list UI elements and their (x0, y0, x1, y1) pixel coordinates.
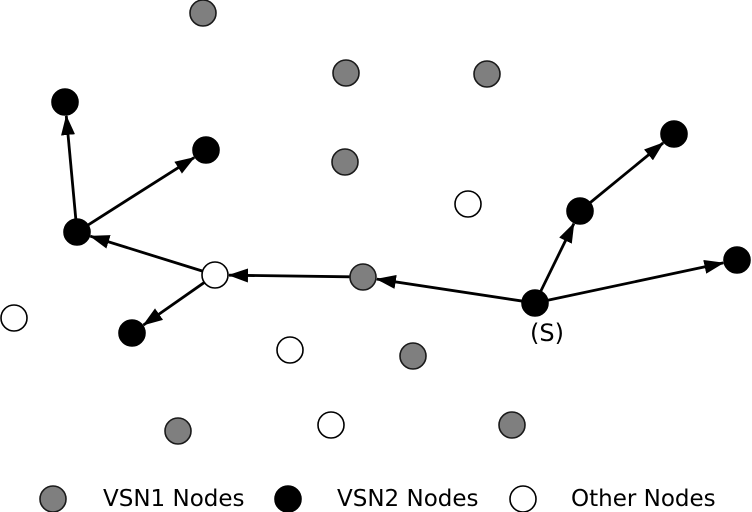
node-vsn2 (63, 218, 91, 246)
node-vsn1 (189, 0, 217, 27)
node-vsn1 (164, 417, 192, 445)
edge-arrow-b5-b3 (87, 156, 196, 227)
edge-arrow-bS-b4 (539, 222, 576, 292)
node-vsn2 (51, 88, 79, 116)
edge-arrow-b4-b2 (589, 141, 665, 204)
edge-arrow-b5-b1 (61, 114, 78, 220)
node-vsn1 (332, 59, 360, 87)
source-label: (S) (530, 319, 564, 347)
node-other (0, 304, 28, 332)
node-other (201, 261, 229, 289)
node-vsn2 (192, 136, 220, 164)
node-vsn2-source (521, 289, 549, 317)
node-vsn1 (331, 148, 359, 176)
edge-arrow-w2-b7 (142, 281, 206, 327)
legend: VSN1 Nodes VSN2 Nodes Other Nodes (39, 485, 716, 512)
legend-swatch-vsn2 (274, 485, 302, 512)
node-vsn1 (399, 342, 427, 370)
node-vsn1 (498, 411, 526, 439)
edge-arrow-bS-b6 (547, 260, 725, 302)
node-other (454, 190, 482, 218)
node-vsn2 (660, 120, 688, 148)
legend-label-vsn1: VSN1 Nodes (103, 486, 245, 512)
node-vsn2 (118, 319, 146, 347)
node-vsn2 (566, 197, 594, 225)
node-vsn1 (473, 60, 501, 88)
node-other (317, 411, 345, 439)
node-vsn1 (349, 263, 377, 291)
legend-swatch-other (509, 485, 537, 512)
edges-layer (61, 114, 725, 327)
edge-arrow-bS-g5 (375, 275, 523, 303)
nodes-layer (0, 0, 751, 445)
edge-arrow-w2-b5 (89, 234, 204, 273)
node-other (276, 336, 304, 364)
legend-label-vsn2: VSN2 Nodes (337, 486, 479, 512)
legend-swatch-vsn1 (39, 485, 67, 512)
node-vsn2 (723, 246, 751, 274)
edge-arrow-g5-w2 (227, 268, 351, 283)
legend-label-other: Other Nodes (571, 486, 716, 512)
labels-layer: (S) (530, 319, 564, 347)
